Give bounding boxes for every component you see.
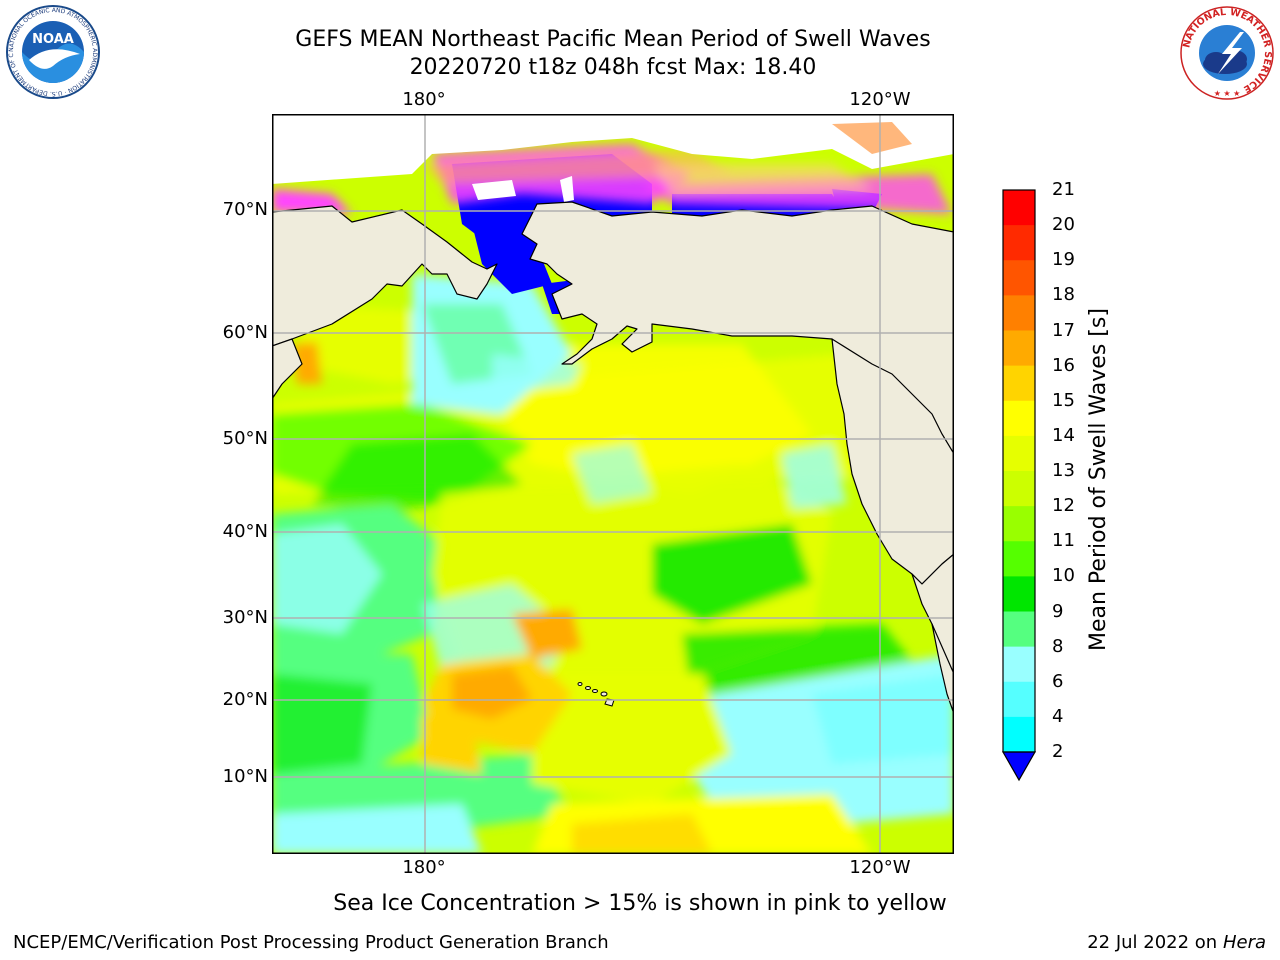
colorbar-bin	[1003, 576, 1035, 612]
lat-label-60n: 60°N	[222, 322, 268, 343]
footer-producer: NCEP/EMC/Verification Post Processing Pr…	[13, 932, 609, 953]
colorbar-tick-label: 11	[1052, 530, 1075, 552]
colorbar-tick-label: 2	[1052, 741, 1064, 762]
colorbar-tick-label: 10	[1052, 565, 1075, 587]
land	[272, 201, 954, 715]
colorbar-bin	[1003, 541, 1035, 577]
colorbar-bin	[1003, 506, 1035, 542]
footer-host: Hera	[1222, 932, 1266, 953]
colorbar-bin	[1003, 646, 1035, 683]
sea-ice-note: Sea Ice Concentration > 15% is shown in …	[333, 891, 947, 916]
colorbar-tick-label: 21	[1052, 179, 1075, 200]
noaa-logo: NATIONAL OCEANIC AND ATMOSPHERIC ADMINIS…	[4, 4, 100, 99]
lat-label-20n: 20°N	[222, 689, 268, 710]
colorbar-tick-label: 16	[1052, 354, 1075, 376]
colorbar-tick-label: 12	[1052, 495, 1075, 517]
colorbar-bin	[1003, 400, 1035, 437]
swell-period-map	[272, 114, 954, 854]
lon-label-bottom-180: 180°	[402, 857, 446, 878]
colorbar-bin	[1003, 471, 1035, 507]
colorbar-bin	[1003, 365, 1035, 402]
colorbar	[1001, 189, 1037, 782]
colorbar-bins	[1003, 190, 1035, 753]
colorbar-bin	[1003, 681, 1035, 718]
colorbar-bin	[1003, 260, 1035, 296]
lat-label-50n: 50°N	[222, 428, 268, 449]
colorbar-tick-label: 8	[1052, 635, 1064, 657]
colorbar-tick-label: 19	[1052, 249, 1075, 271]
colorbar-extend-triangle	[1001, 751, 1037, 782]
colorbar-tick-label: 18	[1052, 284, 1075, 306]
lat-label-30n: 30°N	[222, 607, 268, 628]
colorbar-tick-label: 4	[1052, 705, 1064, 727]
lat-label-40n: 40°N	[222, 521, 268, 542]
footer-date: 22 Jul 2022 on Hera	[1087, 933, 1266, 953]
colorbar-tick-label: 14	[1052, 424, 1075, 446]
colorbar-bin	[1003, 716, 1035, 753]
colorbar-tick-label: 17	[1052, 319, 1075, 341]
colorbar-tick-label: 6	[1052, 670, 1064, 692]
colorbar-bin	[1003, 190, 1035, 226]
colorbar-title: Mean Period of Swell Waves [s]	[1086, 308, 1111, 651]
colorbar-bin	[1003, 225, 1035, 261]
noaa-logo-text: NOAA	[32, 32, 74, 47]
lat-label-10n: 10°N	[222, 766, 268, 787]
colorbar-tick-label: 15	[1052, 389, 1075, 411]
lon-label-bottom-120w: 120°W	[849, 857, 911, 878]
colorbar-tick-label: 9	[1052, 600, 1064, 622]
footer-date-text: 22 Jul 2022 on	[1087, 932, 1218, 953]
map-subtitle: 20220720 t18z 048h fcst Max: 18.40	[409, 55, 817, 80]
graticule	[272, 114, 954, 854]
colorbar-bin	[1003, 611, 1035, 648]
svg-text:★ ★ ★: ★ ★ ★	[1214, 89, 1241, 98]
colorbar-bin	[1003, 330, 1035, 367]
map-title: GEFS MEAN Northeast Pacific Mean Period …	[295, 27, 931, 52]
colorbar-tick-label: 20	[1052, 214, 1075, 236]
colorbar-bin	[1003, 435, 1035, 472]
colorbar-bin	[1003, 295, 1035, 331]
lon-label-top-120w: 120°W	[849, 89, 911, 110]
swell-period-field	[272, 274, 954, 854]
lat-label-70n: 70°N	[222, 199, 268, 220]
lon-label-top-180: 180°	[402, 89, 446, 110]
colorbar-tick-label: 13	[1052, 460, 1075, 481]
nws-logo: NATIONAL WEATHER SERVICE ★ ★ ★	[1180, 6, 1274, 100]
